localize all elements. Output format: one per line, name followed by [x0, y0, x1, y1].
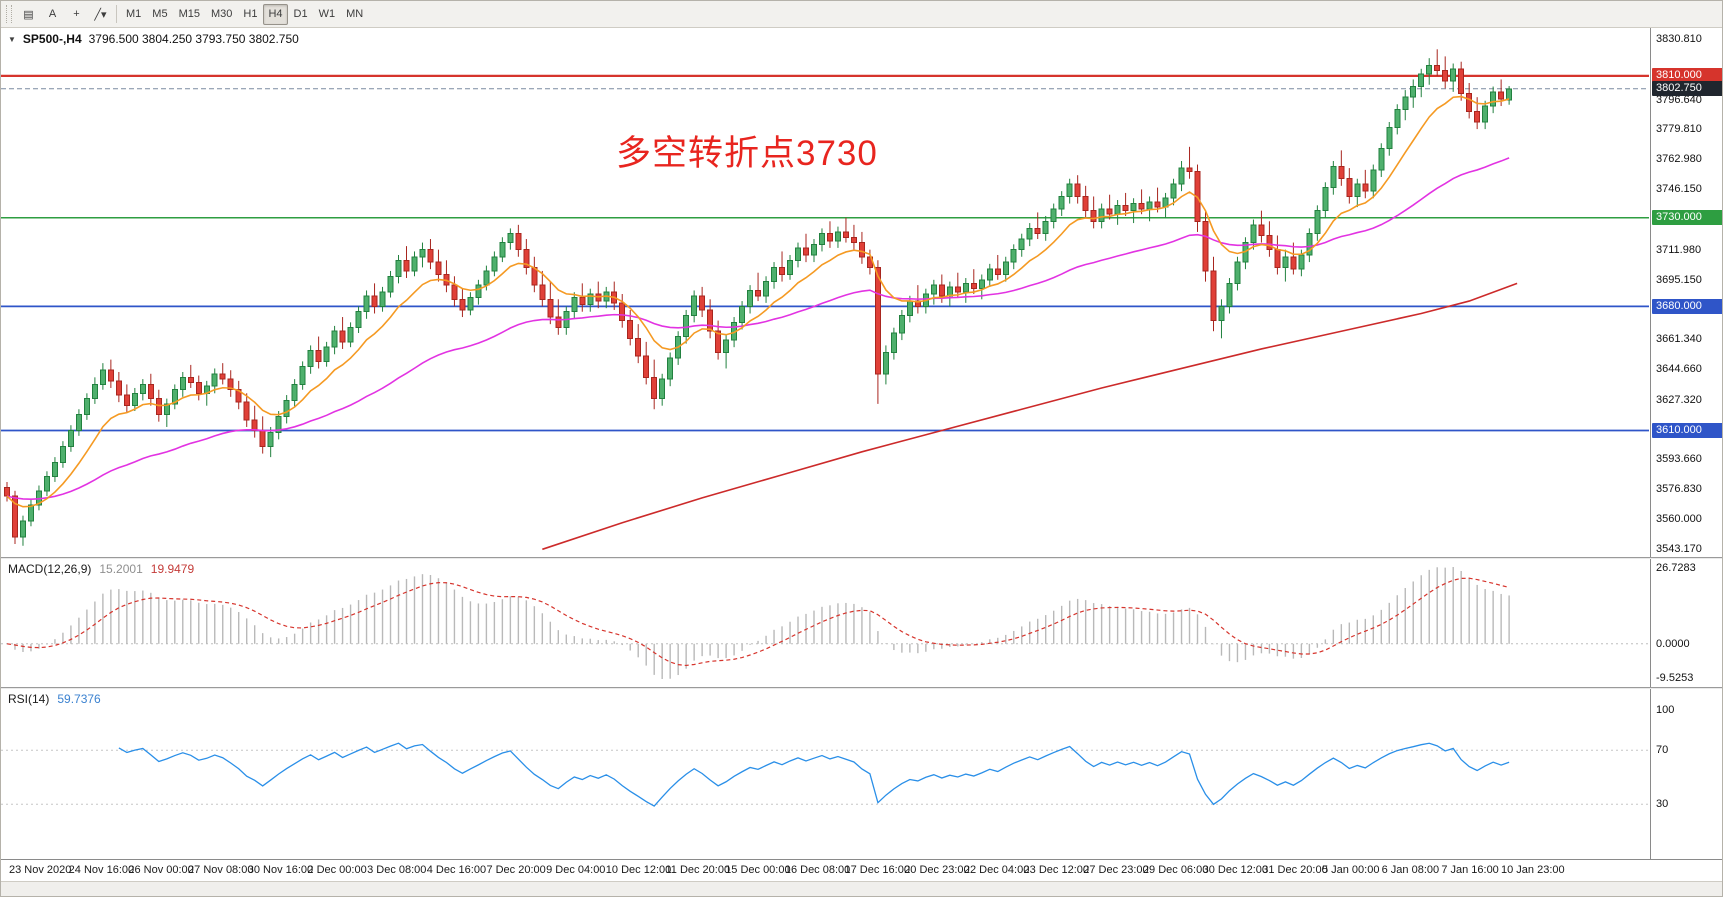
- chart-annotation-text: 多空转折点3730: [616, 134, 878, 173]
- date-label: 10 Jan 23:00: [1501, 864, 1565, 876]
- macd-axis-label: 0.0000: [1656, 637, 1690, 650]
- timeframe-button-m15[interactable]: M15: [178, 8, 200, 20]
- price-tick-label: 3796.640: [1656, 93, 1702, 106]
- price-tick-label: 3576.830: [1656, 483, 1702, 496]
- date-label: 23 Nov 2020: [9, 864, 72, 876]
- price-level-label: 3730.000: [1652, 210, 1722, 226]
- timeframe-button-m30[interactable]: M30: [210, 8, 233, 20]
- price-level-label: 3680.000: [1652, 298, 1722, 314]
- timeframe-button-m5[interactable]: M5: [152, 8, 168, 20]
- date-label: 4 Dec 16:00: [426, 864, 487, 876]
- date-label: 22 Dec 04:00: [963, 864, 1030, 876]
- price-tick-label: 3711.980: [1656, 243, 1702, 256]
- timeframe-toolbar: M1 M5 M15 M30 H1 H4 D1 W1 MN: [121, 3, 368, 25]
- current-price-label: 3802.750: [1652, 81, 1722, 97]
- date-label: 26 Nov 00:00: [128, 864, 194, 876]
- rsi-label: RSI(14): [8, 692, 50, 706]
- main-chart-pane[interactable]: [1, 28, 1650, 557]
- window-bottom-strip: [1, 881, 1722, 896]
- objects-dropdown-button[interactable]: ╱▾: [94, 8, 107, 21]
- chart-symbol-label: SP500-,H4: [22, 32, 82, 46]
- price-tick-label: 3644.660: [1656, 363, 1702, 376]
- macd-label: MACD(12,26,9): [8, 562, 92, 576]
- date-label: 15 Dec 00:00: [725, 864, 791, 876]
- timeframe-button-d1[interactable]: D1: [293, 8, 308, 20]
- date-label: 27 Nov 08:00: [188, 864, 254, 876]
- date-label: 29 Dec 06:00: [1142, 864, 1209, 876]
- date-label: 20 Dec 23:00: [904, 864, 970, 876]
- toolbar-separator: [116, 5, 117, 23]
- date-label: 27 Dec 23:00: [1083, 864, 1149, 876]
- rsi-header: RSI(14) 59.7376: [8, 692, 101, 706]
- rsi-value: 59.7376: [57, 692, 101, 706]
- panel-divider[interactable]: [1, 557, 1722, 559]
- timeframe-button-h4[interactable]: H4: [263, 3, 288, 25]
- timeframe-button-h1[interactable]: H1: [243, 8, 258, 20]
- date-label: 10 Dec 12:00: [605, 864, 672, 876]
- price-axis[interactable]: 3830.810 3796.640 3779.810 3762.980 3746.150…: [1650, 28, 1722, 859]
- rsi-axis-label: 30: [1656, 798, 1669, 811]
- chart-ohlc-values: 3796.500 3804.250 3793.750 3802.750: [88, 32, 299, 46]
- timeframe-button-mn[interactable]: MN: [346, 8, 364, 20]
- date-label: 17 Dec 16:00: [844, 864, 910, 876]
- timeframe-button-w1[interactable]: W1: [318, 8, 336, 20]
- chart-toolbar: ▤ A + ╱▾ M1 M5 M15 M30 H1 H4 D1 W1 MN: [1, 1, 1722, 28]
- date-label: 31 Dec 20:00: [1262, 864, 1328, 876]
- date-label: 3 Dec 08:00: [367, 864, 427, 876]
- macd-header: MACD(12,26,9) 15.2001 19.9479: [8, 562, 194, 576]
- date-label: 5 Jan 00:00: [1321, 864, 1380, 876]
- rsi-axis-label: 100: [1656, 703, 1675, 716]
- price-tick-label: 3543.170: [1656, 543, 1702, 555]
- chart-ohlc-header: ▼ SP500-,H4 3796.500 3804.250 3793.750 3…: [8, 32, 299, 46]
- macd-signal-value: 19.9479: [150, 562, 195, 576]
- date-label: 7 Dec 20:00: [486, 864, 546, 876]
- annotate-text-button[interactable]: A: [48, 8, 57, 20]
- price-tick-label: 3830.810: [1656, 33, 1702, 45]
- rsi-pane[interactable]: [1, 689, 1650, 859]
- date-label: 2 Dec 00:00: [307, 864, 367, 876]
- price-tick-label: 3627.320: [1656, 393, 1702, 406]
- price-tick-label: 3661.340: [1656, 333, 1702, 346]
- macd-axis-label: -9.5253: [1656, 672, 1694, 684]
- date-label: 9 Dec 04:00: [546, 864, 606, 876]
- price-tick-label: 3593.660: [1656, 453, 1702, 466]
- macd-axis-label: 26.7283: [1656, 562, 1696, 574]
- price-level-label: 3610.000: [1652, 423, 1722, 439]
- date-label: 30 Nov 16:00: [247, 864, 314, 876]
- date-label: 11 Dec 20:00: [665, 864, 731, 876]
- timeframe-button-m1[interactable]: M1: [126, 8, 142, 20]
- macd-pane[interactable]: [1, 559, 1650, 687]
- chart-tools-group: ▤ A + ╱▾: [17, 4, 112, 25]
- price-tick-label: 3779.810: [1656, 123, 1702, 136]
- date-label: 24 Nov 16:00: [68, 864, 135, 876]
- date-label: 30 Dec 12:00: [1202, 864, 1269, 876]
- crosshair-button[interactable]: +: [73, 8, 80, 20]
- panel-divider[interactable]: [1, 687, 1722, 689]
- rsi-axis-label: 70: [1656, 744, 1669, 757]
- date-label: 23 Dec 12:00: [1023, 864, 1089, 876]
- macd-main-value: 15.2001: [99, 562, 143, 576]
- charts-grid-button[interactable]: ▤: [23, 8, 34, 21]
- date-label: 7 Jan 16:00: [1441, 864, 1499, 876]
- price-tick-label: 3746.150: [1656, 183, 1702, 196]
- price-tick-label: 3762.980: [1656, 153, 1702, 166]
- price-level-label: 3810.000: [1652, 68, 1722, 84]
- date-axis[interactable]: 23 Nov 2020 24 Nov 16:00 26 Nov 00:00 27 No…: [1, 859, 1722, 881]
- date-label: 16 Dec 08:00: [784, 864, 851, 876]
- date-label: 6 Jan 08:00: [1381, 864, 1440, 876]
- price-tick-label: 3695.150: [1656, 273, 1702, 286]
- price-tick-label: 3560.000: [1656, 513, 1702, 526]
- toolbar-drag-handle[interactable]: [6, 5, 12, 23]
- ohlc-toggle-icon[interactable]: ▼: [8, 34, 16, 44]
